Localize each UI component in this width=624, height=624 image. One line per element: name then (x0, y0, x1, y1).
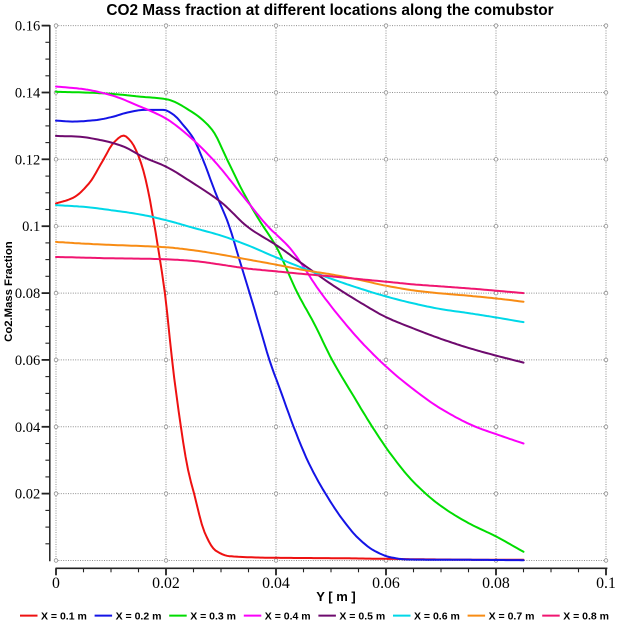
svg-text:0.02: 0.02 (15, 487, 40, 503)
svg-text:0: 0 (52, 575, 60, 592)
svg-text:X = 0.6 m: X = 0.6 m (414, 611, 460, 623)
svg-text:CO2 Mass fraction at different: CO2 Mass fraction at different locations… (106, 2, 553, 19)
svg-text:Y [ m ]: Y [ m ] (316, 589, 356, 604)
svg-text:X = 0.4 m: X = 0.4 m (265, 611, 311, 623)
svg-text:0.16: 0.16 (15, 19, 40, 35)
svg-text:X = 0.5 m: X = 0.5 m (339, 611, 385, 623)
svg-text:0.08: 0.08 (482, 575, 510, 592)
svg-text:0.06: 0.06 (372, 575, 400, 592)
svg-text:X = 0.2 m: X = 0.2 m (116, 611, 162, 623)
svg-text:X = 0.8 m: X = 0.8 m (563, 611, 609, 623)
svg-text:X = 0.3 m: X = 0.3 m (190, 611, 236, 623)
svg-text:Co2.Mass Fraction: Co2.Mass Fraction (3, 241, 15, 342)
svg-text:0.06: 0.06 (15, 353, 40, 369)
svg-text:0.1: 0.1 (22, 219, 40, 235)
svg-text:X = 0.1 m: X = 0.1 m (41, 611, 87, 623)
svg-text:0.14: 0.14 (15, 86, 41, 102)
svg-text:X = 0.7 m: X = 0.7 m (489, 611, 535, 623)
svg-text:0.04: 0.04 (262, 575, 290, 592)
svg-text:0.1: 0.1 (596, 575, 616, 592)
svg-text:0.04: 0.04 (15, 420, 41, 436)
svg-text:0.08: 0.08 (15, 286, 40, 302)
svg-text:0.02: 0.02 (152, 575, 180, 592)
svg-text:0.12: 0.12 (15, 152, 40, 168)
